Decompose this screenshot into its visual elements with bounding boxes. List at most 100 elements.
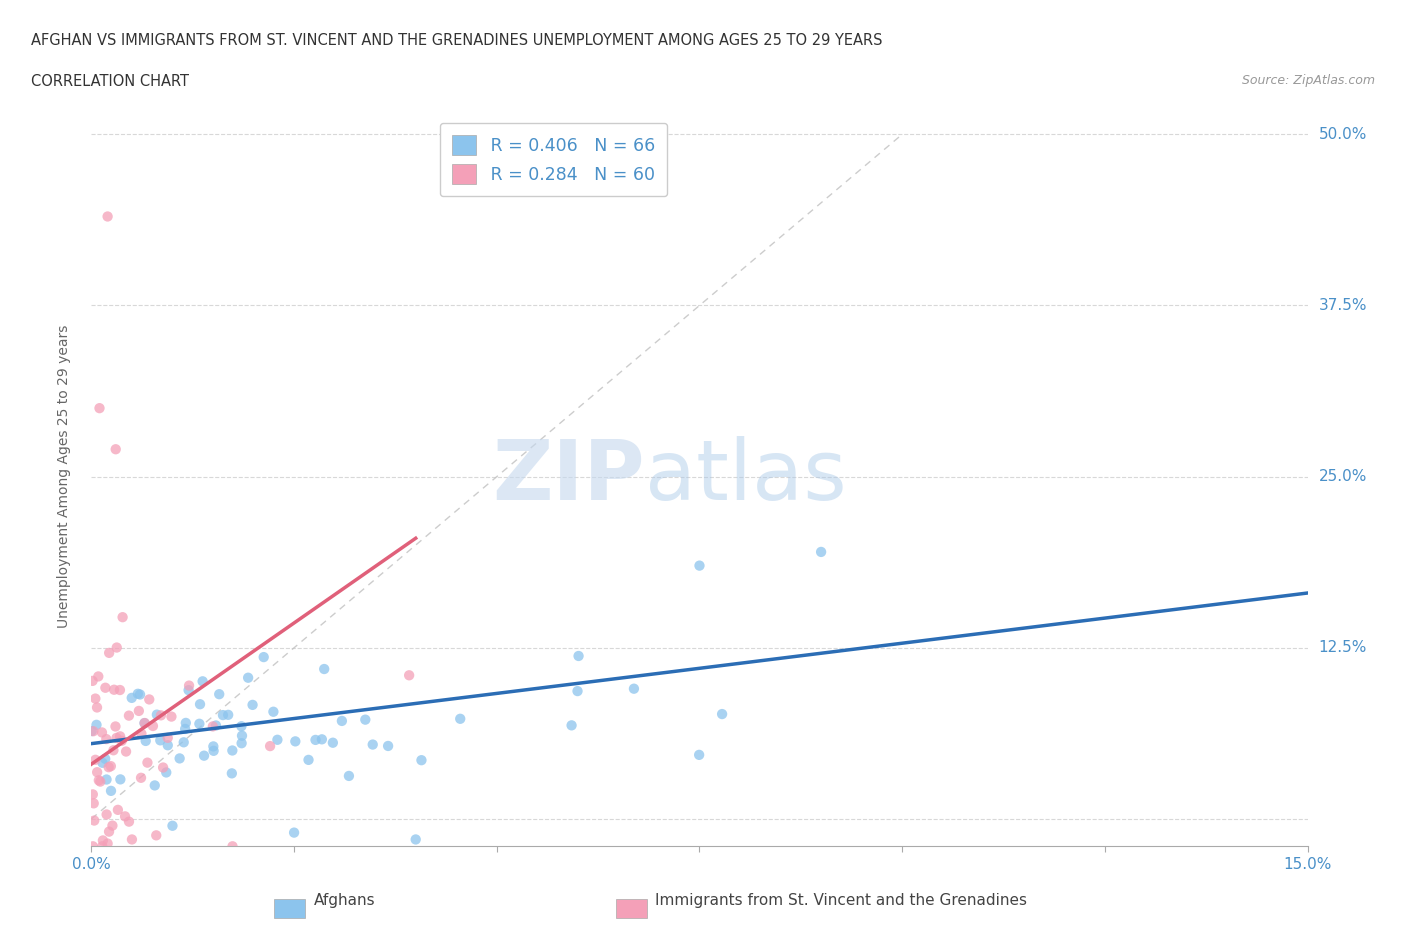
Point [114,809,136,824]
Point [177,683,200,698]
Point [91,725,114,740]
Point [314,661,336,676]
Text: 37.5%: 37.5% [1319,298,1367,313]
Point [97,760,120,775]
Point [160,710,183,724]
Point [80,724,103,738]
Point [101,818,124,833]
Point [283,825,305,840]
Point [202,739,225,754]
Point [202,743,225,758]
Point [87,773,110,788]
Point [810,544,832,559]
Point [100,759,122,774]
Point [217,708,239,723]
Point [236,671,259,685]
Point [623,682,645,697]
Point [118,814,141,829]
Text: ZIP: ZIP [492,436,645,517]
Point [96,732,118,747]
Point [337,768,360,783]
Point [104,719,127,734]
Point [134,715,156,730]
Point [83,796,105,811]
Point [311,732,333,747]
Point [253,650,276,665]
Point [149,708,172,723]
Point [162,818,184,833]
Point [111,734,134,749]
Point [449,711,471,726]
Point [138,692,160,707]
Point [86,717,108,732]
Point [174,722,197,737]
Point [134,716,156,731]
Point [83,813,105,828]
Point [405,832,427,847]
Point [97,836,120,851]
Point [284,734,307,749]
Point [100,783,122,798]
Legend:  R = 0.406   N = 66,  R = 0.284   N = 60: R = 0.406 N = 66, R = 0.284 N = 60 [440,123,668,196]
Point [567,648,589,663]
Point [103,743,125,758]
Point [411,752,433,767]
Point [98,645,121,660]
Point [174,715,197,730]
Point [231,736,253,751]
Text: Afghans: Afghans [314,893,375,908]
Point [94,751,117,766]
Point [156,730,179,745]
Point [103,683,125,698]
Point [205,718,228,733]
Point [688,748,710,763]
Point [108,683,131,698]
Point [266,732,288,747]
Point [118,708,141,723]
Point [82,673,104,688]
Text: Source: ZipAtlas.com: Source: ZipAtlas.com [1241,74,1375,87]
Text: Immigrants from St. Vincent and the Grenadines: Immigrants from St. Vincent and the Gren… [655,893,1028,908]
Text: 12.5%: 12.5% [1319,640,1367,656]
Point [188,716,211,731]
Point [361,737,384,752]
Point [82,724,104,738]
Point [84,691,107,706]
Text: CORRELATION CHART: CORRELATION CHART [31,74,188,89]
Point [156,737,179,752]
Point [322,736,344,751]
Point [191,674,214,689]
Point [145,828,167,843]
Point [136,755,159,770]
Text: AFGHAN VS IMMIGRANTS FROM ST. VINCENT AND THE GRENADINES UNEMPLOYMENT AMONG AGES: AFGHAN VS IMMIGRANTS FROM ST. VINCENT AN… [31,33,883,47]
Point [96,807,118,822]
Point [688,558,710,573]
Point [89,774,111,789]
Point [89,401,111,416]
Point [128,703,150,718]
Point [398,668,420,683]
Point [221,839,243,854]
Point [304,733,326,748]
Point [87,669,110,684]
Point [297,752,319,767]
Point [86,764,108,779]
Point [86,700,108,715]
Point [155,765,177,780]
Point [115,744,138,759]
Point [149,733,172,748]
Point [377,738,399,753]
Point [131,726,153,741]
Point [91,833,114,848]
Point [82,839,104,854]
Point [142,719,165,734]
Point [567,684,589,698]
Point [561,718,583,733]
Point [97,209,120,224]
Point [221,743,243,758]
Point [231,719,253,734]
Point [262,704,284,719]
Point [188,697,211,711]
Point [129,770,152,785]
Point [208,686,231,701]
